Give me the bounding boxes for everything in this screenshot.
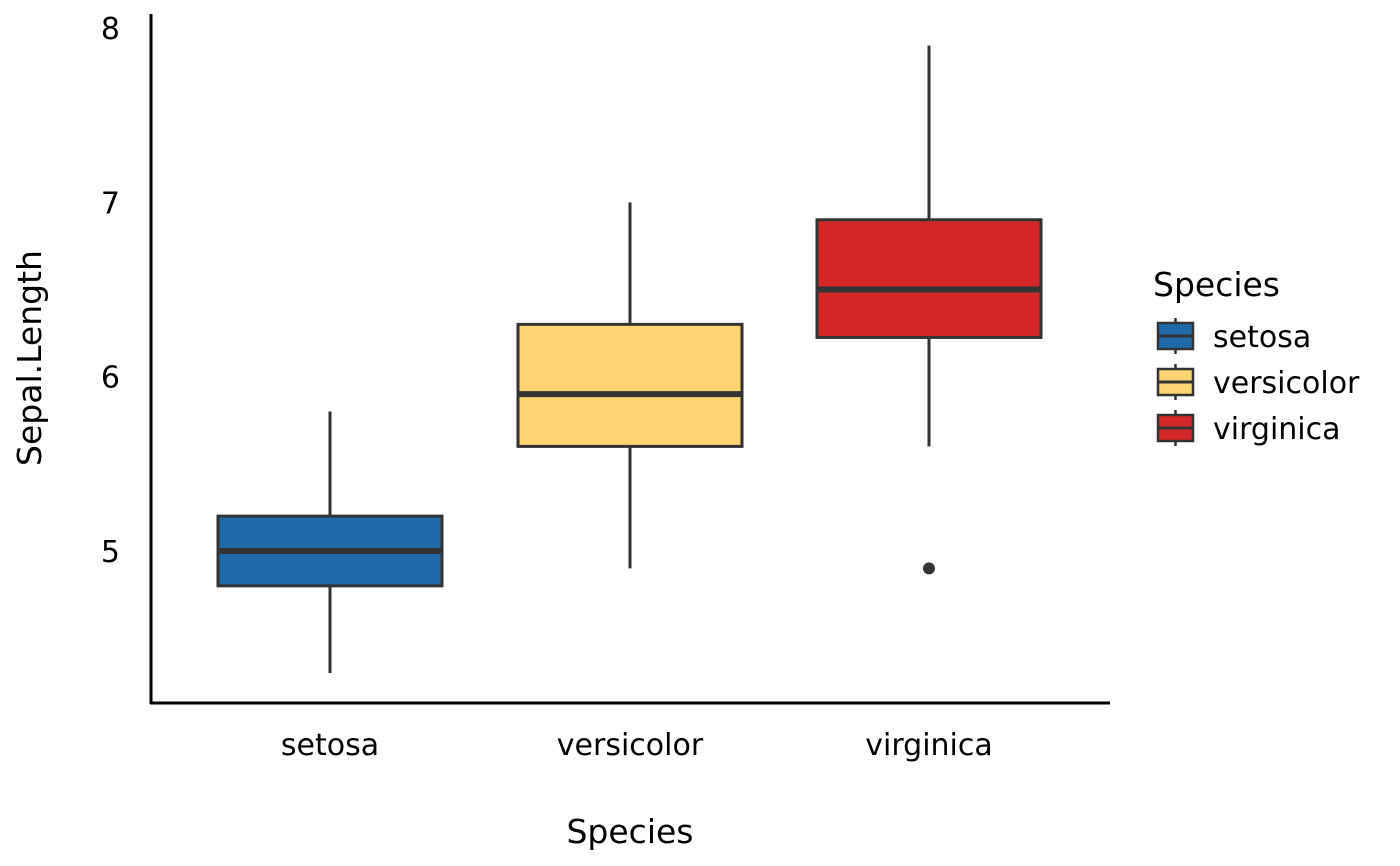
legend-title: Species	[1153, 265, 1280, 304]
box	[516, 322, 744, 448]
x-tick-labels: setosa versicolor virginica	[281, 728, 993, 763]
legend-item-setosa: setosa	[1156, 318, 1311, 355]
y-tick-label: 7	[101, 186, 120, 221]
outlier-point	[923, 562, 935, 575]
y-tick-label: 8	[101, 12, 120, 47]
legend-label: virginica	[1213, 412, 1341, 447]
legend-item-virginica: virginica	[1156, 410, 1341, 447]
box-group-virginica	[815, 45, 1043, 575]
legend-label: versicolor	[1213, 366, 1360, 401]
box-group-versicolor	[516, 202, 744, 569]
x-tick-label: versicolor	[557, 728, 704, 763]
boxes	[216, 45, 1043, 674]
y-tick-labels: 5 6 7 8	[101, 12, 120, 570]
legend-item-versicolor: versicolor	[1156, 364, 1360, 401]
box	[815, 218, 1043, 339]
y-axis-title: Sepal.Length	[10, 250, 49, 466]
axes	[149, 14, 1110, 705]
x-axis-title: Species	[566, 812, 693, 851]
y-tick-label: 6	[101, 361, 120, 396]
legend: Species setosa versicolor virginica	[1153, 265, 1360, 447]
y-tick-label: 5	[101, 535, 120, 570]
legend-label: setosa	[1213, 320, 1311, 355]
box-group-setosa	[216, 411, 444, 674]
x-tick-label: setosa	[281, 728, 379, 763]
x-tick-label: virginica	[865, 728, 993, 763]
